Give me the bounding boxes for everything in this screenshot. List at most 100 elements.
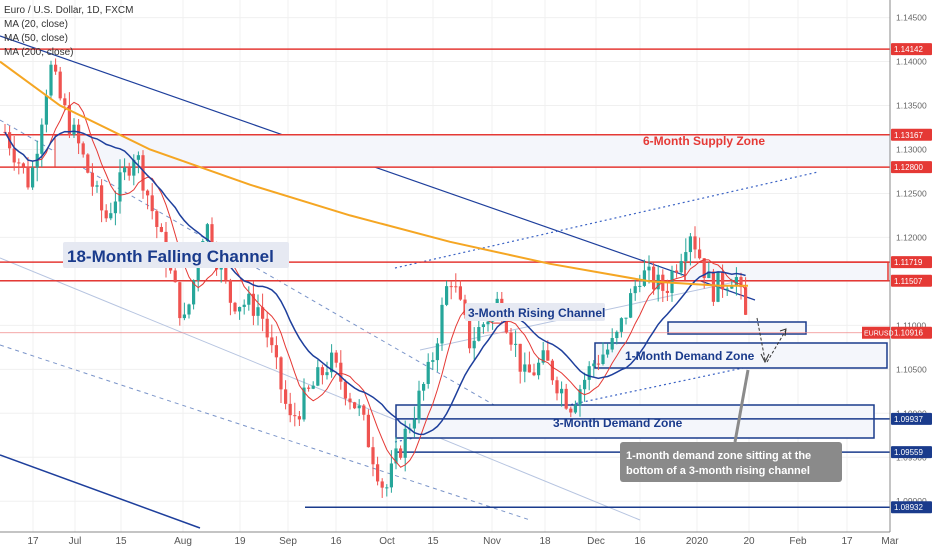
x-tick-label: 2020	[686, 536, 709, 547]
candle-body	[417, 390, 421, 420]
price-label: 1.10916	[894, 329, 923, 338]
y-tick-label: 1.10500	[896, 364, 927, 374]
price-axis: 1.14500 1.14000 1.13500 1.13000 1.12500 1.120…	[862, 0, 932, 550]
legend-ma200: MA (200, close)	[4, 47, 74, 58]
candle-body	[403, 428, 407, 458]
falling-channel-label: 18-Month Falling Channel	[67, 247, 274, 266]
candle-body	[550, 360, 554, 381]
candle-body	[284, 389, 288, 404]
candle-body	[274, 345, 278, 358]
time-axis: 17 Jul 15 Aug 19 Sep 16 Oct 15 Nov 18 Dec 16 2020 20 Fe…	[0, 531, 899, 547]
candle-body	[132, 159, 136, 176]
price-label: 1.12800	[894, 163, 923, 172]
annotations: 6-Month Supply Zone 18-Month Falling Chan…	[63, 134, 842, 482]
candle-body	[380, 481, 384, 488]
candle-body	[136, 155, 140, 160]
y-tick-label: 1.11000	[896, 320, 926, 330]
x-tick-label: 15	[427, 536, 439, 547]
x-tick-label: 18	[539, 536, 551, 547]
candles	[3, 58, 748, 498]
candle-body	[481, 324, 485, 328]
candle-body	[242, 304, 246, 307]
candle-body	[40, 124, 44, 154]
candle-body	[615, 331, 619, 339]
candle-body	[560, 388, 564, 394]
candle-body	[31, 167, 35, 188]
y-tick-label: 1.12500	[896, 188, 927, 198]
candle-body	[504, 317, 508, 333]
candle-body	[196, 262, 200, 281]
candle-body	[353, 402, 357, 409]
supply-zone-6m	[54, 134, 891, 168]
legend-ma20: MA (20, close)	[4, 19, 68, 30]
projection-arrowhead-up	[779, 328, 787, 337]
candle-body	[684, 252, 688, 262]
candle-body	[17, 162, 21, 164]
falling-channel-inner	[0, 257, 641, 521]
demand-1m-label: 1-Month Demand Zone	[625, 349, 755, 363]
candle-body	[104, 210, 108, 219]
candle-body	[343, 381, 347, 399]
candle-body	[238, 306, 242, 312]
price-label: 1.08932	[894, 503, 923, 512]
candle-body	[279, 357, 283, 390]
price-label: 1.14142	[894, 45, 923, 54]
candle-body	[77, 124, 81, 144]
candle-body	[366, 414, 370, 448]
candle-body	[146, 190, 150, 196]
candle-body	[592, 363, 596, 367]
projection-arrowhead-down	[760, 353, 770, 364]
callout-box	[620, 442, 842, 482]
candle-body	[21, 163, 25, 167]
candle-body	[90, 172, 94, 187]
x-tick-label: 17	[27, 536, 39, 547]
candle-body	[730, 285, 734, 289]
candle-body	[555, 380, 559, 394]
candle-body	[247, 293, 251, 305]
candle-body	[707, 271, 711, 279]
symbol-tag: EURUSD	[864, 331, 894, 338]
candle-body	[679, 261, 683, 273]
candle-body	[311, 385, 315, 389]
candle-body	[573, 405, 577, 413]
candle-body	[509, 332, 513, 345]
x-tick-label: Mar	[881, 536, 899, 547]
falling-channel-lower	[0, 454, 201, 529]
candle-body	[468, 315, 472, 349]
candle-body	[270, 337, 274, 346]
ma200-line	[0, 60, 748, 287]
candle-body	[12, 148, 16, 163]
candle-body	[652, 266, 656, 290]
candle-body	[665, 290, 669, 293]
x-tick-label: 19	[234, 536, 246, 547]
y-tick-label: 1.13000	[896, 144, 927, 154]
x-tick-label: 20	[743, 536, 755, 547]
x-tick-label: Jul	[69, 536, 82, 547]
x-tick-label: Nov	[483, 536, 501, 547]
candle-body	[596, 363, 600, 365]
callout-pointer	[733, 369, 750, 443]
candle-body	[339, 362, 343, 382]
price-label-box	[891, 274, 932, 287]
price-label: 1.13167	[894, 131, 923, 140]
projection-arrow-up	[766, 329, 787, 363]
candle-body	[725, 288, 729, 290]
price-label-box	[891, 501, 932, 514]
candle-body	[394, 448, 398, 464]
x-tick-label: Feb	[789, 536, 807, 547]
candle-body	[113, 201, 117, 214]
projection-arrow-down	[756, 317, 766, 361]
candle-body	[293, 415, 297, 417]
candle-body	[81, 143, 85, 155]
candle-body	[426, 361, 430, 384]
candle-body	[256, 307, 260, 316]
falling-channel-lower-dashed	[0, 344, 531, 521]
candle-body	[698, 249, 702, 259]
candle-body	[642, 270, 646, 286]
candle-body	[210, 224, 214, 253]
candle-body	[629, 293, 633, 318]
y-tick-label: 1.14500	[896, 13, 927, 23]
candle-body	[458, 286, 462, 300]
candle-body	[734, 277, 738, 286]
